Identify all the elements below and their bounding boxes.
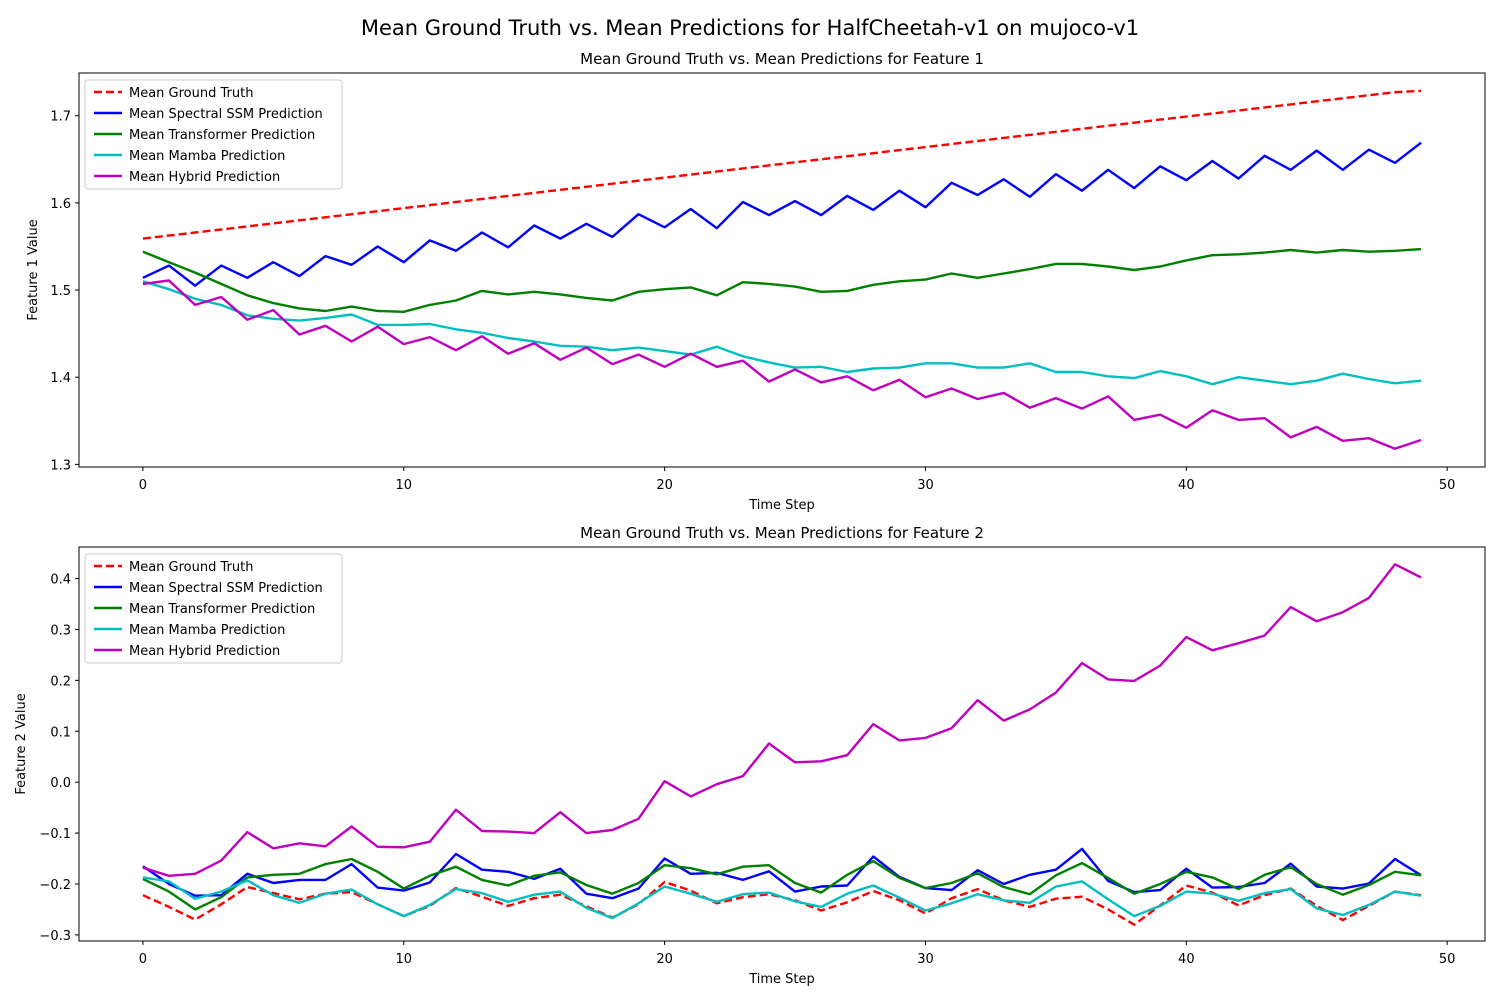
plot-frame: [78, 72, 1486, 468]
legend-label: Mean Spectral SSM Prediction: [129, 107, 323, 122]
x-tick-label: 40: [1178, 478, 1195, 493]
legend-label: Mean Mamba Prediction: [129, 623, 285, 638]
y-tick-label: −0.2: [39, 878, 71, 893]
x-tick-label: 50: [1439, 952, 1456, 967]
plot-frame: [78, 546, 1486, 942]
series-line: [142, 89, 1422, 240]
legend-label: Mean Transformer Prediction: [129, 128, 315, 143]
y-tick-label: 1.7: [50, 110, 71, 125]
figure-title: Mean Ground Truth vs. Mean Predictions f…: [360, 16, 1140, 40]
legend-label: Mean Transformer Prediction: [129, 602, 315, 617]
x-tick-label: 10: [395, 952, 412, 967]
series-line: [142, 857, 1422, 911]
y-tick-label: 1.6: [50, 197, 71, 212]
panel-title: Mean Ground Truth vs. Mean Predictions f…: [580, 50, 984, 68]
panel-title: Mean Ground Truth vs. Mean Predictions f…: [580, 524, 984, 542]
series-line: [142, 876, 1422, 920]
series-line: [142, 279, 1422, 450]
series-line: [142, 280, 1422, 386]
legend-label: Mean Hybrid Prediction: [129, 170, 280, 185]
x-tick-label: 10: [395, 478, 412, 493]
x-tick-label: 50: [1439, 478, 1456, 493]
y-axis-label: Feature 2 Value: [14, 693, 29, 794]
chart-panel-2: Mean Ground Truth vs. Mean Predictions f…: [14, 524, 1486, 987]
x-tick-label: 0: [139, 952, 147, 967]
series-group: [142, 89, 1422, 450]
series-line: [142, 247, 1422, 313]
x-tick-label: 0: [139, 478, 147, 493]
y-tick-label: 1.5: [50, 284, 71, 299]
legend-box: [84, 553, 343, 664]
x-tick-label: 20: [656, 952, 673, 967]
y-tick-label: 0.2: [50, 674, 71, 689]
x-tick-label: 30: [917, 478, 934, 493]
legend-label: Mean Spectral SSM Prediction: [129, 581, 323, 596]
y-tick-label: −0.3: [39, 929, 71, 944]
y-axis-label: Feature 1 Value: [26, 219, 41, 320]
series-group: [142, 563, 1422, 926]
y-tick-label: 1.4: [50, 371, 71, 386]
y-tick-label: 0.1: [50, 725, 71, 740]
x-axis-label: Time Step: [748, 498, 815, 513]
legend-box: [84, 79, 343, 190]
legend-label: Mean Ground Truth: [129, 560, 253, 575]
y-tick-label: 0.0: [50, 776, 71, 791]
legend-label: Mean Ground Truth: [129, 86, 253, 101]
series-line: [142, 847, 1422, 900]
y-tick-label: −0.1: [39, 827, 71, 842]
y-tick-label: 0.3: [50, 623, 71, 638]
x-tick-label: 40: [1178, 952, 1195, 967]
legend-label: Mean Hybrid Prediction: [129, 644, 280, 659]
series-line: [142, 141, 1422, 287]
x-tick-label: 30: [917, 952, 934, 967]
legend-label: Mean Mamba Prediction: [129, 149, 285, 164]
series-line: [142, 880, 1422, 926]
y-tick-label: 1.3: [50, 458, 71, 473]
x-tick-label: 20: [656, 478, 673, 493]
chart-panel-1: Mean Ground Truth vs. Mean Predictions f…: [26, 50, 1486, 513]
y-tick-label: 0.4: [50, 573, 71, 588]
x-axis-label: Time Step: [748, 972, 815, 987]
series-line: [142, 563, 1422, 877]
